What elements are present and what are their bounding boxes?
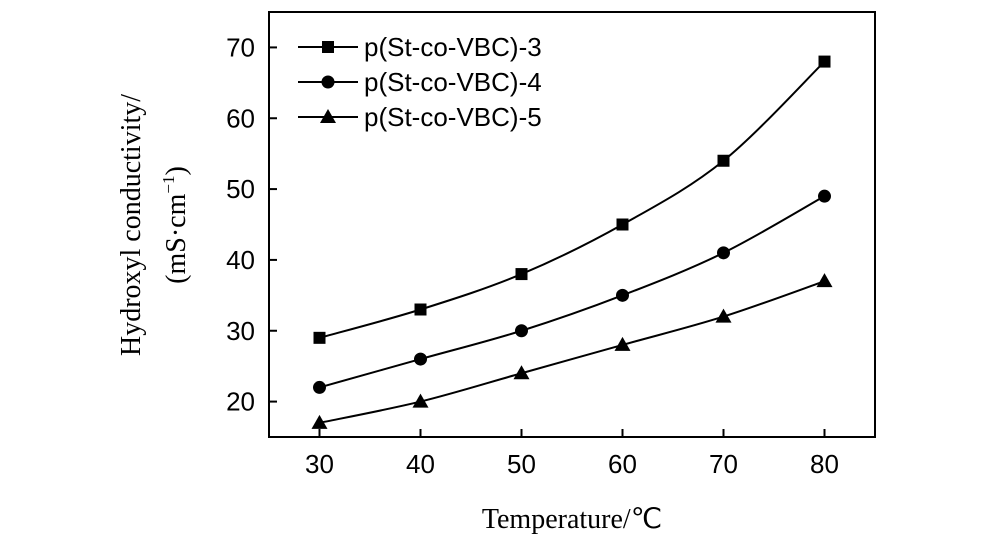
x-tick-label: 40 <box>406 449 435 479</box>
series-line-1 <box>319 60 826 339</box>
legend: p(St-co-VBC)-3 p(St-co-VBC)-4 p(St-co-VBC)… <box>298 32 542 132</box>
data-point-series-1 <box>515 268 528 281</box>
data-point-series-3 <box>412 393 429 408</box>
legend-marker-3 <box>320 109 336 123</box>
data-point-series-2 <box>818 189 831 203</box>
y-tick-label: 40 <box>226 245 255 275</box>
data-point-series-2 <box>515 324 528 338</box>
data-point-series-1 <box>616 218 629 231</box>
x-axis-ticks: 30 40 50 60 70 80 <box>305 429 839 479</box>
data-point-series-2 <box>313 380 326 394</box>
data-point-series-1 <box>717 154 730 167</box>
series-line-3 <box>319 280 825 424</box>
data-point-series-3 <box>311 414 328 429</box>
y-axis-title-line1: Hydroxyl conductivity/ <box>116 94 147 356</box>
data-point-series-3 <box>513 365 530 380</box>
x-tick-label: 60 <box>608 449 637 479</box>
data-point-series-2 <box>414 352 427 366</box>
data-point-series-3 <box>614 336 631 351</box>
y-tick-label: 60 <box>226 103 255 133</box>
x-axis-title: Temperature/℃ <box>482 504 662 535</box>
data-point-series-2 <box>616 288 629 302</box>
legend-marker-1 <box>322 41 334 53</box>
y-tick-label: 50 <box>226 174 255 204</box>
x-tick-label: 50 <box>507 449 536 479</box>
y-axis-unit-close: ) <box>161 166 192 175</box>
legend-label-1: p(St-co-VBC)-3 <box>364 32 542 62</box>
plot-frame <box>268 11 876 438</box>
data-point-series-2 <box>717 246 730 260</box>
x-tick-label: 80 <box>810 449 839 479</box>
y-axis-ticks: 20 30 40 50 60 70 <box>226 32 277 417</box>
y-axis-unit: (mS·cm <box>161 193 192 283</box>
series-line-2 <box>319 195 825 389</box>
data-point-series-3 <box>816 273 833 288</box>
y-tick-label: 70 <box>226 32 255 62</box>
y-tick-label: 20 <box>226 387 255 417</box>
legend-label-2: p(St-co-VBC)-4 <box>364 67 542 97</box>
x-tick-label: 70 <box>709 449 738 479</box>
x-tick-label: 30 <box>305 449 334 479</box>
data-point-series-1 <box>414 303 427 316</box>
legend-label-3: p(St-co-VBC)-5 <box>364 102 542 132</box>
series-layer <box>311 55 833 429</box>
data-point-series-3 <box>715 308 732 323</box>
data-point-series-1 <box>313 331 326 344</box>
y-axis-unit-exponent: −1 <box>159 176 178 194</box>
legend-marker-2 <box>321 75 335 89</box>
y-tick-label: 30 <box>226 316 255 346</box>
y-axis-title-line2: (mS·cm−1) <box>159 166 192 284</box>
data-point-series-1 <box>818 55 831 68</box>
